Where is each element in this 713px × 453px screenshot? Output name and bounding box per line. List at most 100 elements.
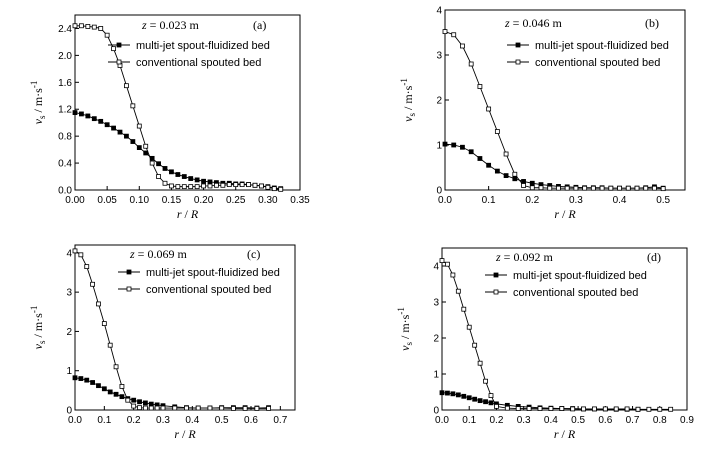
data-point bbox=[442, 29, 448, 35]
data-point bbox=[657, 406, 663, 412]
data-point bbox=[259, 183, 264, 189]
data-point bbox=[445, 390, 450, 396]
data-point bbox=[486, 106, 492, 112]
data-point bbox=[526, 406, 532, 411]
data-point bbox=[529, 185, 535, 191]
data-point bbox=[113, 364, 119, 370]
data-point bbox=[148, 405, 154, 411]
x-axis-label: r / R bbox=[554, 427, 576, 441]
y-tick-label: 4 bbox=[433, 262, 439, 273]
y-axis-label: vs / m·s-1 bbox=[399, 78, 417, 122]
data-point bbox=[136, 123, 142, 129]
data-point bbox=[194, 184, 200, 190]
data-point bbox=[98, 118, 104, 124]
x-tick-label: 0.10 bbox=[130, 195, 150, 206]
data-point bbox=[137, 399, 142, 405]
data-point bbox=[548, 406, 554, 411]
x-tick-label: 0.4 bbox=[544, 415, 558, 426]
data-point bbox=[207, 405, 213, 411]
data-point bbox=[468, 61, 474, 67]
data-point bbox=[608, 185, 614, 191]
data-point bbox=[477, 156, 483, 161]
data-point bbox=[188, 176, 194, 181]
data-point bbox=[613, 406, 619, 412]
y-tick-label: 2 bbox=[66, 327, 72, 338]
data-point bbox=[85, 113, 91, 119]
x-tick-label: 0.25 bbox=[226, 195, 246, 206]
x-tick-label: 0.2 bbox=[489, 415, 503, 426]
legend-marker bbox=[515, 42, 521, 48]
y-tick-label: 2.4 bbox=[58, 24, 72, 35]
data-point bbox=[466, 395, 472, 401]
data-point bbox=[451, 142, 457, 148]
data-point bbox=[226, 182, 232, 188]
data-point bbox=[521, 183, 526, 188]
data-point bbox=[90, 380, 95, 385]
x-tick-label: 0.7 bbox=[626, 415, 640, 426]
data-point bbox=[156, 174, 161, 179]
data-point bbox=[96, 383, 101, 389]
data-point bbox=[660, 186, 666, 192]
data-point bbox=[512, 171, 518, 177]
data-point bbox=[119, 394, 125, 400]
data-point bbox=[634, 185, 640, 191]
data-point bbox=[101, 321, 107, 326]
data-point bbox=[78, 376, 84, 381]
x-tick-label: 0.35 bbox=[290, 195, 310, 206]
data-point bbox=[570, 406, 576, 412]
series-multi-jet bbox=[442, 141, 666, 191]
data-point bbox=[265, 184, 271, 190]
data-point bbox=[162, 166, 168, 171]
series-conventional bbox=[439, 258, 674, 412]
x-tick-label: 0.2 bbox=[127, 415, 141, 426]
data-point bbox=[494, 168, 500, 174]
data-point bbox=[504, 405, 510, 411]
data-point bbox=[581, 406, 586, 412]
data-point bbox=[599, 185, 605, 191]
data-point bbox=[668, 406, 674, 412]
legend: multi-jet spout-fluidized bed conventiona… bbox=[485, 270, 647, 299]
data-point bbox=[214, 182, 219, 188]
x-tick-label: 0.1 bbox=[97, 415, 111, 426]
data-point bbox=[439, 390, 445, 396]
data-point bbox=[488, 400, 494, 406]
y-tick-label: 0 bbox=[433, 406, 439, 417]
legend-label: multi-jet spout-fluidized bed bbox=[513, 270, 647, 282]
data-point bbox=[79, 23, 84, 29]
panel-b: 0.0 0.1 0.2 0.3 0.4 0.5 0 1 2 3 4 r / R vs / m·s-1 z … bbox=[399, 6, 686, 221]
data-point bbox=[242, 406, 248, 411]
data-point bbox=[131, 403, 137, 409]
y-tick-label: 3 bbox=[436, 51, 442, 62]
x-tick-label: 0.5 bbox=[215, 415, 229, 426]
x-axis-label: r / R bbox=[174, 427, 196, 441]
y-tick-label: 4 bbox=[436, 6, 442, 17]
data-point bbox=[472, 342, 478, 348]
legend-marker bbox=[493, 289, 499, 295]
legend-marker bbox=[493, 272, 499, 278]
data-point bbox=[442, 141, 448, 147]
data-point bbox=[96, 301, 101, 307]
data-point bbox=[162, 180, 168, 186]
x-tick-label: 0.8 bbox=[653, 415, 667, 426]
x-tick-label: 0.3 bbox=[569, 195, 583, 206]
data-point bbox=[172, 405, 178, 411]
x-tick-label: 0.05 bbox=[97, 195, 117, 206]
data-point bbox=[439, 258, 445, 264]
y-axis-label: vs / m·s-1 bbox=[29, 306, 47, 350]
data-point bbox=[84, 377, 90, 383]
data-point bbox=[79, 111, 84, 117]
x-tick-label: 0.20 bbox=[194, 195, 214, 206]
legend-label: conventional spouted bed bbox=[513, 287, 638, 299]
data-point bbox=[169, 169, 174, 175]
y-tick-label: 2.0 bbox=[58, 51, 72, 62]
series-conventional bbox=[72, 23, 284, 192]
y-tick-label: 0 bbox=[436, 186, 442, 197]
data-point bbox=[148, 401, 154, 407]
data-point bbox=[483, 378, 488, 384]
y-tick-label: 3 bbox=[433, 298, 439, 309]
data-point bbox=[131, 397, 137, 403]
data-point bbox=[455, 392, 461, 398]
data-point bbox=[559, 406, 565, 411]
height-annotation: z = 0.069 m bbox=[129, 247, 187, 261]
